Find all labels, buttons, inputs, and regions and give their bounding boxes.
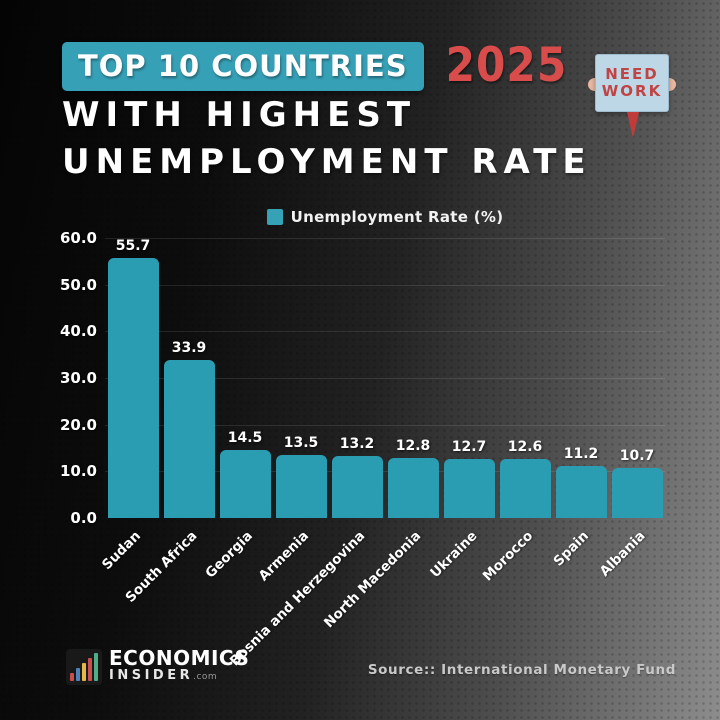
bar-column: North Macedonia 12.8 — [321, 238, 441, 631]
bar-value-label: 11.2 — [563, 445, 599, 462]
gridline — [105, 331, 665, 333]
bar-value-label: 10.7 — [619, 448, 655, 465]
y-tick-label: 0.0 — [70, 509, 97, 527]
gridline — [105, 238, 665, 239]
bar-column: Sudan 55.7 — [99, 238, 161, 573]
bar-value-label: 55.7 — [115, 238, 151, 255]
gridline — [105, 471, 665, 473]
logo-line2: INSIDER.com — [109, 668, 218, 683]
bar-armenia: 13.5 — [275, 435, 327, 518]
x-tick-label: Sudan — [99, 528, 145, 574]
x-tick-label: Albania — [596, 528, 649, 580]
y-tick-label: 40.0 — [59, 322, 97, 341]
page-title-line2: UNEMPLOYMENT RATE — [62, 142, 592, 182]
bar-albania: 10.7 — [611, 448, 663, 518]
bar-spain: 11.2 — [555, 446, 607, 518]
footer: ECONOMICS INSIDER.com Source:: Internati… — [0, 640, 720, 720]
y-tick-label: 30.0 — [59, 369, 97, 387]
source-text: Source:: International Monetary Fund — [367, 662, 676, 678]
bar-value-label: 13.5 — [283, 435, 319, 451]
plot-area: Sudan 55.7 South Africa 33.9 Georgia 14.5 Arme… — [99, 238, 665, 669]
x-tick-label: Ukraine — [427, 528, 481, 582]
bar-south-africa: 33.9 — [163, 340, 215, 518]
sign-text-line1: NEED — [605, 65, 659, 83]
logo-text: ECONOMICS INSIDER.com — [109, 648, 249, 685]
bar-column: Morocco 12.6 — [480, 238, 553, 585]
bar-ukraine: 12.7 — [443, 439, 495, 518]
bar-column: Ukraine 12.7 — [427, 238, 497, 581]
chart-legend: Unemployment Rate (%) — [105, 208, 665, 226]
bar-column: South Africa 33.9 — [122, 238, 217, 606]
bar-chart: 60.0 50.0 40.0 30.0 20.0 10.0 0.0 Sudan 55.7 Sou… — [0, 229, 720, 669]
bar-sudan: 55.7 — [107, 238, 159, 518]
bar-value-label: 13.2 — [339, 436, 375, 453]
legend-label: Unemployment Rate (%) — [290, 208, 504, 226]
bar-value-label: 12.6 — [507, 439, 543, 456]
economics-insider-logo: ECONOMICS INSIDER.com — [66, 648, 249, 685]
bar-georgia: 14.5 — [219, 430, 271, 518]
x-tick-label: Georgia — [202, 528, 257, 582]
title-badge: TOP 10 COUNTRIES — [62, 42, 424, 91]
logo-line1: ECONOMICS — [109, 646, 250, 670]
legend-swatch-icon — [266, 209, 283, 225]
y-tick-label: 60.0 — [59, 229, 97, 247]
sign-board: NEED WORK — [595, 54, 669, 112]
x-tick-label: Armenia — [255, 528, 313, 585]
bar-value-label: 12.7 — [451, 438, 487, 455]
gridline — [105, 284, 665, 286]
bar-column: Bosnia and Herzegovina 13.2 — [227, 238, 385, 669]
bar-chart-logo-icon — [66, 648, 102, 685]
bar-column: Spain 11.2 — [551, 238, 609, 570]
bar-north-macedonia: 12.8 — [387, 438, 439, 518]
x-tick-label: Morocco — [479, 528, 537, 585]
page-title: WITH HIGHEST UNEMPLOYMENT RATE — [62, 92, 592, 186]
bar-bosnia-and-herzegovina: 13.2 — [331, 436, 383, 518]
header: TOP 10 COUNTRIES 2025 — [62, 42, 680, 91]
bars-container: Sudan 55.7 South Africa 33.9 Georgia 14.5 Arme… — [99, 238, 665, 669]
x-tick-label: Spain — [550, 528, 593, 570]
gridline — [105, 378, 665, 379]
bar-value-label: 14.5 — [227, 430, 263, 447]
y-axis: 60.0 50.0 40.0 30.0 20.0 10.0 0.0 — [0, 229, 97, 527]
bar-column: Armenia 13.5 — [256, 238, 329, 584]
bar-column: Georgia 14.5 — [203, 238, 273, 581]
gridline — [105, 424, 665, 426]
x-tick-label: North Macedonia — [321, 528, 425, 632]
year-label: 2025 — [445, 38, 568, 93]
logo-suffix: .com — [193, 672, 218, 682]
need-work-sign: NEED WORK — [586, 50, 678, 140]
page-title-line1: WITH HIGHEST — [62, 95, 417, 135]
tie-icon — [627, 112, 639, 138]
bar-column: Albania 10.7 — [597, 238, 665, 580]
bar-value-label: 33.9 — [171, 339, 207, 356]
bar-morocco: 12.6 — [499, 439, 551, 518]
y-tick-label: 20.0 — [59, 415, 97, 434]
y-tick-label: 50.0 — [59, 275, 97, 294]
bar-value-label: 12.8 — [395, 438, 431, 455]
y-tick-label: 10.0 — [59, 462, 97, 481]
sign-text-line2: WORK — [601, 82, 663, 100]
